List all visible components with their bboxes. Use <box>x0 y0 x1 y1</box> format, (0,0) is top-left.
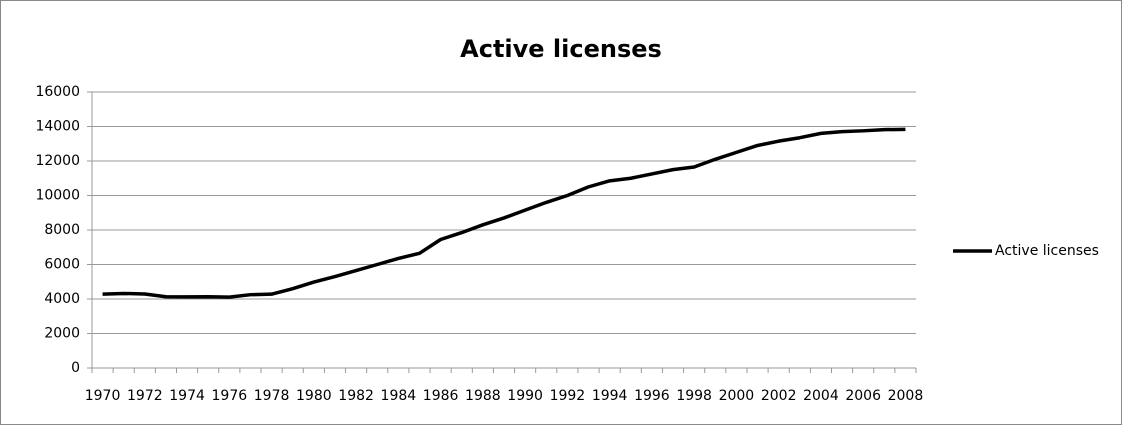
x-tick-label: 1980 <box>296 388 332 404</box>
x-tick-label: 1998 <box>676 388 712 404</box>
chart-title: Active licenses <box>460 35 662 63</box>
x-tick-label: 2000 <box>719 388 755 404</box>
x-tick-label: 1970 <box>85 388 121 404</box>
x-tick-label: 2008 <box>888 388 924 404</box>
y-tick-label: 12000 <box>35 153 80 169</box>
x-tick-label: 1990 <box>507 388 543 404</box>
legend-label: Active licenses <box>995 243 1099 259</box>
y-tick-label: 14000 <box>35 119 80 135</box>
x-tick-label: 1994 <box>592 388 628 404</box>
x-tick-label: 1984 <box>381 388 417 404</box>
x-tick-label: 1972 <box>127 388 163 404</box>
y-tick-label: 16000 <box>35 84 80 100</box>
y-tick-label: 6000 <box>44 257 80 273</box>
x-tick-label: 1988 <box>465 388 501 404</box>
x-tick-label: 1982 <box>338 388 374 404</box>
line-series <box>102 127 906 299</box>
y-tick-label: 4000 <box>44 291 80 307</box>
x-tick-label: 1974 <box>169 388 205 404</box>
y-tick-label: 8000 <box>44 222 80 238</box>
x-tick-label: 1992 <box>550 388 586 404</box>
x-tick-label: 2002 <box>761 388 797 404</box>
x-tick-label: 1978 <box>254 388 290 404</box>
y-tick-label: 0 <box>71 360 80 376</box>
x-tick-label: 1996 <box>634 388 670 404</box>
y-tick-label: 10000 <box>35 188 80 204</box>
x-tick-label: 2004 <box>803 388 839 404</box>
x-tick-label: 1986 <box>423 388 459 404</box>
x-tick-label: 1976 <box>212 388 248 404</box>
x-tick-label: 2006 <box>845 388 881 404</box>
y-tick-label: 2000 <box>44 326 80 342</box>
